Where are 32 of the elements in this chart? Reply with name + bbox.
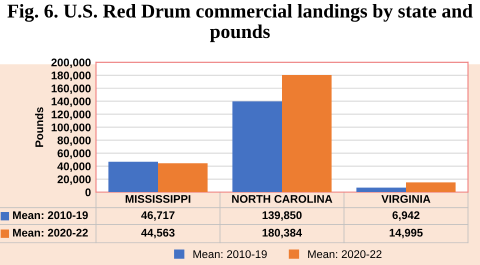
bar bbox=[406, 182, 456, 192]
legend-label: Mean: 2010-19 bbox=[13, 211, 88, 220]
legend-label: Mean: 2020-22 bbox=[308, 250, 382, 258]
bar bbox=[282, 75, 332, 192]
data-label: 46,717 bbox=[141, 211, 175, 221]
text: Mean: 2020-22 bbox=[13, 228, 88, 237]
bar bbox=[356, 188, 406, 192]
x-tick-label: VIRGINIA bbox=[381, 195, 430, 203]
y-tick-label: 60,000 bbox=[58, 149, 91, 159]
y-tick-label: 80,000 bbox=[58, 136, 91, 146]
y-tick-label: 40,000 bbox=[57, 162, 91, 172]
y-tick-label: 200,000 bbox=[51, 58, 91, 68]
y-tick-label: 140,000 bbox=[52, 97, 91, 107]
bar bbox=[108, 162, 158, 192]
data-label: 14,995 bbox=[390, 228, 423, 238]
bar bbox=[232, 101, 282, 192]
data-label: 139,850 bbox=[262, 211, 302, 221]
bar bbox=[158, 163, 208, 192]
data-label: 180,384 bbox=[262, 228, 302, 238]
text: Mean: 2010-19 bbox=[193, 250, 267, 258]
y-axis-title: Pounds bbox=[35, 107, 44, 147]
y-tick-label: 100,000 bbox=[52, 123, 91, 133]
data-label: 44,563 bbox=[141, 228, 175, 238]
y-tick-label: 0 bbox=[85, 188, 91, 196]
x-tick-label: MISSISSIPPI bbox=[126, 195, 190, 203]
y-tick-label: 120,000 bbox=[52, 110, 91, 120]
data-label: 6,942 bbox=[392, 211, 420, 221]
y-tick-label: 20,000 bbox=[58, 175, 91, 185]
y-tick-label: 160,000 bbox=[52, 84, 91, 94]
chart-title: Fig. 6. U.S. Red Drum commercial landings by state and pounds bbox=[7, 4, 473, 42]
y-tick-label: 180,000 bbox=[52, 72, 91, 82]
x-tick-label: NORTH CAROLINA bbox=[232, 195, 332, 203]
